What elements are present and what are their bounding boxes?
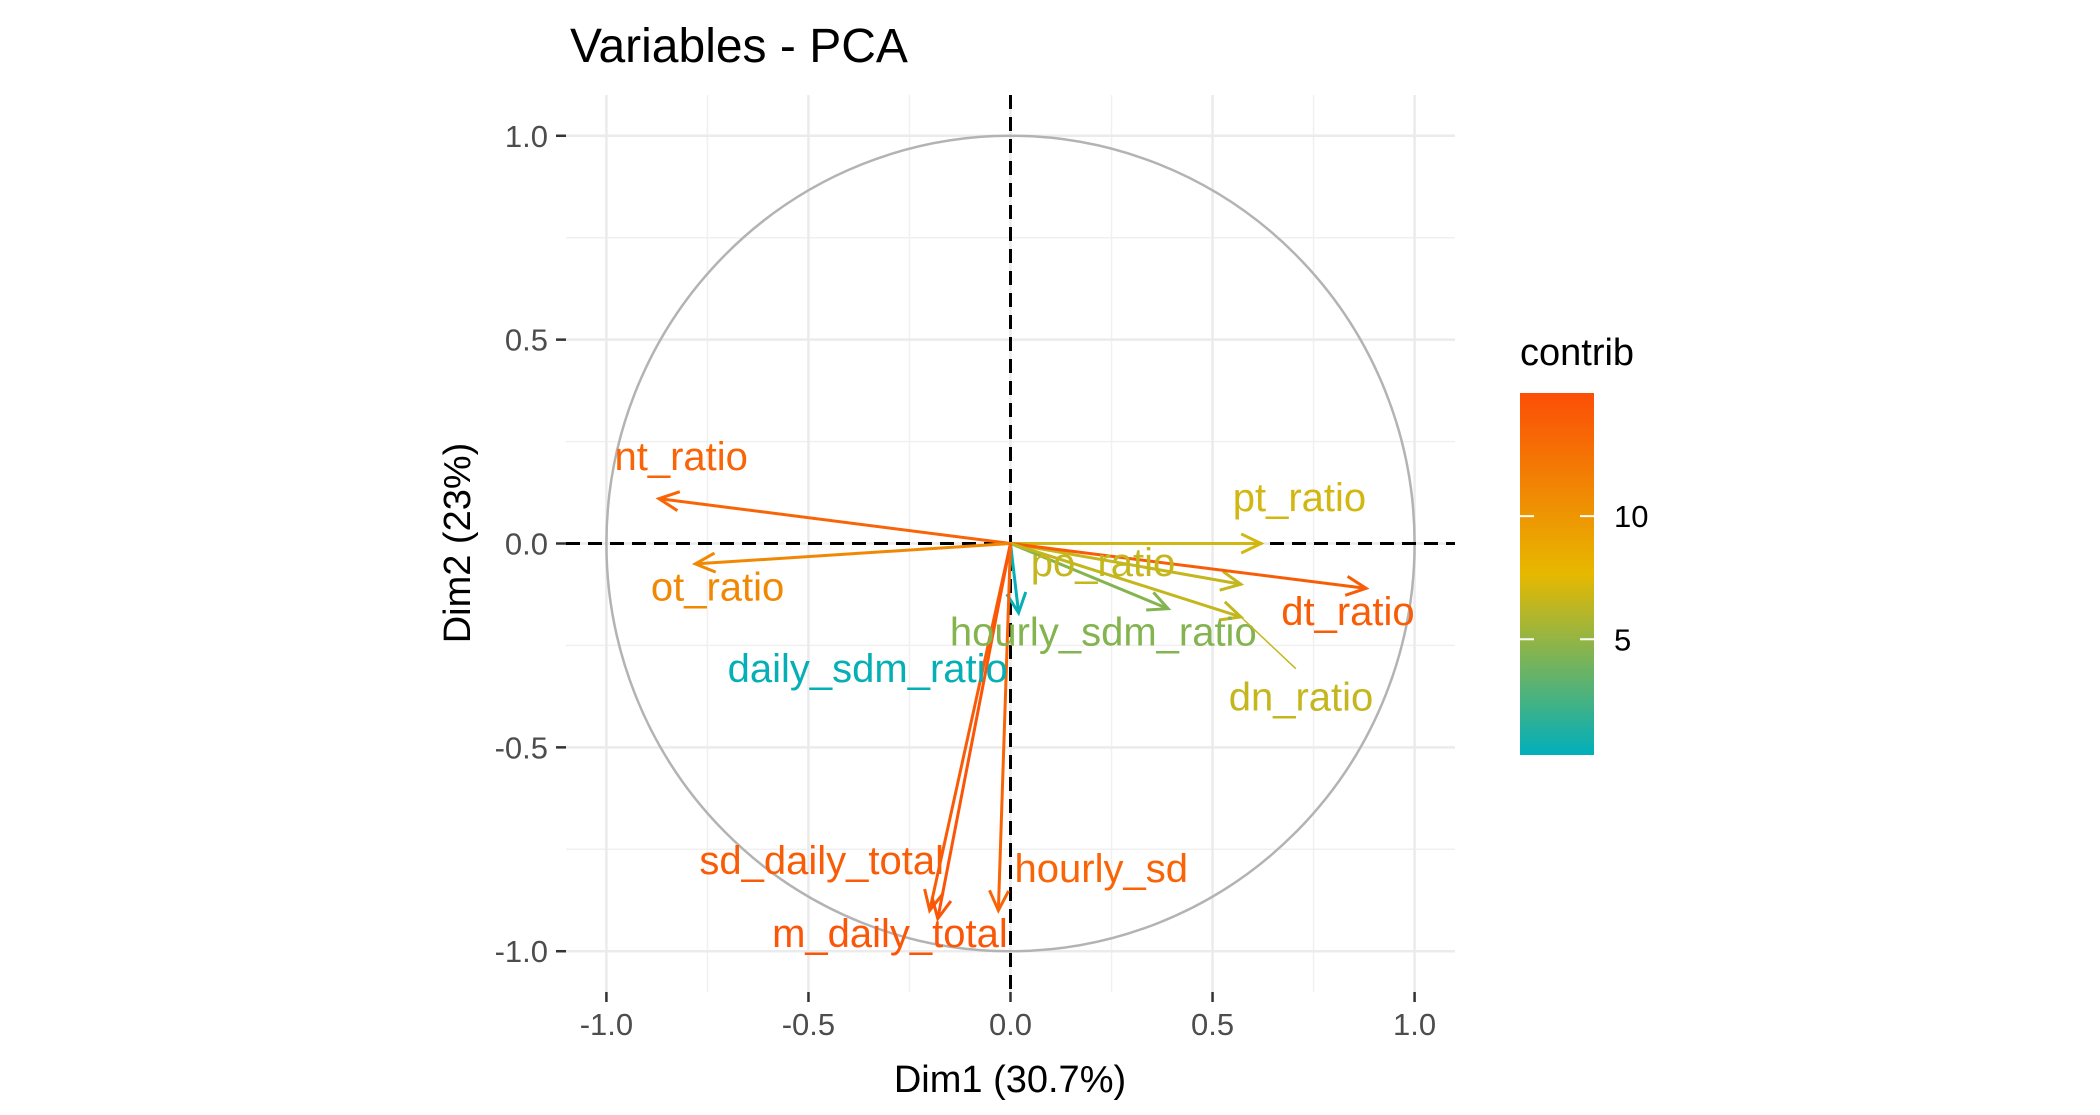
y-tick-label: -1.0: [495, 934, 548, 969]
legend-colorbar: [1520, 393, 1594, 755]
label-connector-dn_ratio: [1240, 616, 1297, 670]
arrow-hourly_sdm_ratio: [1009, 542, 1172, 612]
arrow-head: [1240, 532, 1265, 555]
x-tick-label: -1.0: [580, 1007, 633, 1042]
legend-tick-label: 10: [1614, 499, 1648, 534]
variable-label-po_ratio: po_ratio: [1031, 541, 1176, 585]
legend-title: contrib: [1520, 332, 1634, 374]
variable-label-hourly_sdm_ratio: hourly_sdm_ratio: [950, 610, 1257, 654]
variable-label-pt_ratio: pt_ratio: [1233, 476, 1366, 520]
arrow-head: [1005, 591, 1028, 617]
y-tick-label: -0.5: [495, 730, 548, 765]
x-tick-label: -0.5: [782, 1007, 835, 1042]
plot-panel: nt_ratio ot_ratio pt_ratio po_ratio dt_ratio…: [566, 95, 1455, 992]
x-tick-label: 0.5: [1191, 1007, 1234, 1042]
arrow-daily_sdm_ratio: [1005, 543, 1028, 617]
arrow-po_ratio: [1010, 542, 1245, 592]
arrow-shaft: [1009, 542, 1169, 611]
arrow-shaft: [936, 543, 1012, 919]
y-tick-label: 1.0: [505, 119, 548, 154]
variable-arrows: [655, 490, 1370, 923]
legend-tick-label: 5: [1614, 622, 1631, 657]
y-axis: 1.0 0.5 0.0 -0.5 -1.0: [495, 119, 566, 969]
y-tick-label: 0.5: [505, 323, 548, 358]
arrow-pt_ratio: [1010, 532, 1265, 555]
arrow-dt_ratio: [1010, 542, 1370, 597]
arrow-head: [1219, 570, 1245, 592]
x-tick-label: 0.0: [989, 1007, 1032, 1042]
variable-label-daily_sdm_ratio: daily_sdm_ratio: [728, 647, 1008, 691]
arrow-nt_ratio: [655, 490, 1011, 545]
arrow-shaft: [695, 542, 1011, 566]
x-tick-label: 1.0: [1393, 1007, 1436, 1042]
arrow-head: [930, 896, 953, 923]
arrow-shaft: [1010, 542, 1367, 590]
arrow-hourly_sd: [988, 543, 1012, 914]
legend: contrib 5 10: [1520, 332, 1648, 755]
chart-title: Variables - PCA: [570, 20, 908, 73]
arrow-shaft: [1010, 542, 1242, 619]
variable-labels: nt_ratio ot_ratio pt_ratio po_ratio dt_ratio…: [614, 435, 1414, 956]
arrow-shaft: [996, 543, 1012, 911]
arrow-shaft: [658, 497, 1011, 545]
arrow-head: [691, 551, 717, 574]
arrow-head: [1146, 591, 1172, 612]
arrow-ot_ratio: [691, 542, 1011, 574]
variable-label-m_daily_total: m_daily_total: [772, 912, 1008, 956]
arrow-m_daily_total: [930, 543, 1012, 923]
x-axis-title: Dim1 (30.7%): [894, 1059, 1126, 1101]
variable-label-dt_ratio: dt_ratio: [1281, 590, 1414, 634]
arrow-shaft: [1009, 543, 1021, 613]
variable-label-nt_ratio: nt_ratio: [614, 435, 747, 479]
variable-label-dn_ratio: dn_ratio: [1229, 676, 1374, 720]
arrow-head: [655, 490, 681, 512]
x-axis: -1.0 -0.5 0.0 0.5 1.0: [580, 992, 1436, 1042]
variable-label-sd_daily_total: sd_daily_total: [699, 839, 944, 883]
arrow-shaft: [1010, 542, 1242, 586]
arrow-shaft: [928, 543, 1012, 911]
legend-ticks: 5 10: [1520, 499, 1648, 657]
y-axis-title: Dim2 (23%): [437, 443, 479, 644]
y-tick-label: 0.0: [505, 527, 548, 562]
arrow-sd_daily_total: [923, 543, 1012, 914]
arrow-head: [923, 888, 945, 914]
arrow-head: [1344, 575, 1370, 597]
variable-label-hourly_sd: hourly_sd: [1015, 847, 1188, 891]
arrow-head: [988, 889, 1010, 914]
variable-label-ot_ratio: ot_ratio: [651, 566, 784, 610]
